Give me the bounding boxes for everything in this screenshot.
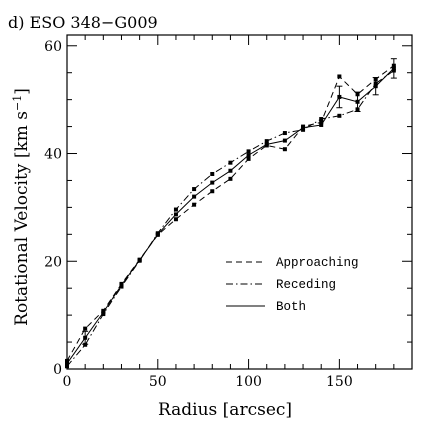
series-line-approaching <box>66 65 395 362</box>
x-axis-label: Radius [arcsec] <box>158 400 292 420</box>
series-line-both <box>66 68 395 364</box>
data-point-both <box>246 153 251 158</box>
data-point-both <box>155 232 160 237</box>
data-point-both <box>173 212 178 217</box>
data-point-receding <box>264 139 269 144</box>
legend-label-receding: Receding <box>276 278 336 292</box>
y-tick-label: 60 <box>44 39 62 55</box>
data-point-approaching <box>228 176 233 181</box>
data-point-approaching <box>83 326 88 331</box>
y-tick-label: 20 <box>44 254 62 270</box>
series-line-receding <box>66 70 395 367</box>
y-axis-label-close: ] <box>12 88 32 95</box>
data-point-receding <box>83 342 88 347</box>
plot-frame <box>66 34 413 370</box>
data-point-approaching <box>192 202 197 207</box>
x-tick-label: 50 <box>149 374 167 390</box>
y-axis-label: Rotational Velocity [km s−1] <box>11 88 32 326</box>
data-point-approaching <box>210 189 215 194</box>
y-axis-label-main: Rotational Velocity [km s <box>12 111 32 326</box>
data-point-approaching <box>337 74 342 79</box>
legend: Approaching Receding Both <box>226 256 359 314</box>
data-point-both <box>137 258 142 263</box>
data-point-receding <box>246 149 251 154</box>
x-tick-label: 0 <box>63 374 72 390</box>
data-point-both <box>192 194 197 199</box>
data-point-receding <box>319 117 324 122</box>
data-point-receding <box>337 113 342 118</box>
data-point-receding <box>228 160 233 165</box>
data-point-both <box>101 310 106 315</box>
data-point-both <box>228 168 233 173</box>
data-point-approaching <box>319 120 324 125</box>
data-point-approaching <box>173 217 178 222</box>
data-point-receding <box>282 131 287 136</box>
data-point-both <box>264 142 269 147</box>
data-point-both <box>301 125 306 130</box>
data-point-both <box>319 122 324 127</box>
data-point-approaching <box>282 147 287 152</box>
data-point-both <box>210 180 215 185</box>
data-point-receding <box>192 187 197 192</box>
data-point-both <box>119 282 124 287</box>
legend-label-both: Both <box>276 300 306 314</box>
legend-label-approaching: Approaching <box>276 256 359 270</box>
data-point-receding <box>210 171 215 176</box>
x-tick-label: 150 <box>326 374 353 390</box>
data-point-both <box>282 138 287 143</box>
data-point-approaching <box>246 156 251 161</box>
y-tick-label: 0 <box>53 362 62 378</box>
y-tick-label: 40 <box>44 147 62 163</box>
data-point-receding <box>301 127 306 132</box>
chart-title: d) ESO 348−G009 <box>8 13 158 32</box>
data-point-receding <box>173 207 178 212</box>
y-axis-label-exponent: −1 <box>11 95 24 111</box>
x-tick-label: 100 <box>235 374 262 390</box>
